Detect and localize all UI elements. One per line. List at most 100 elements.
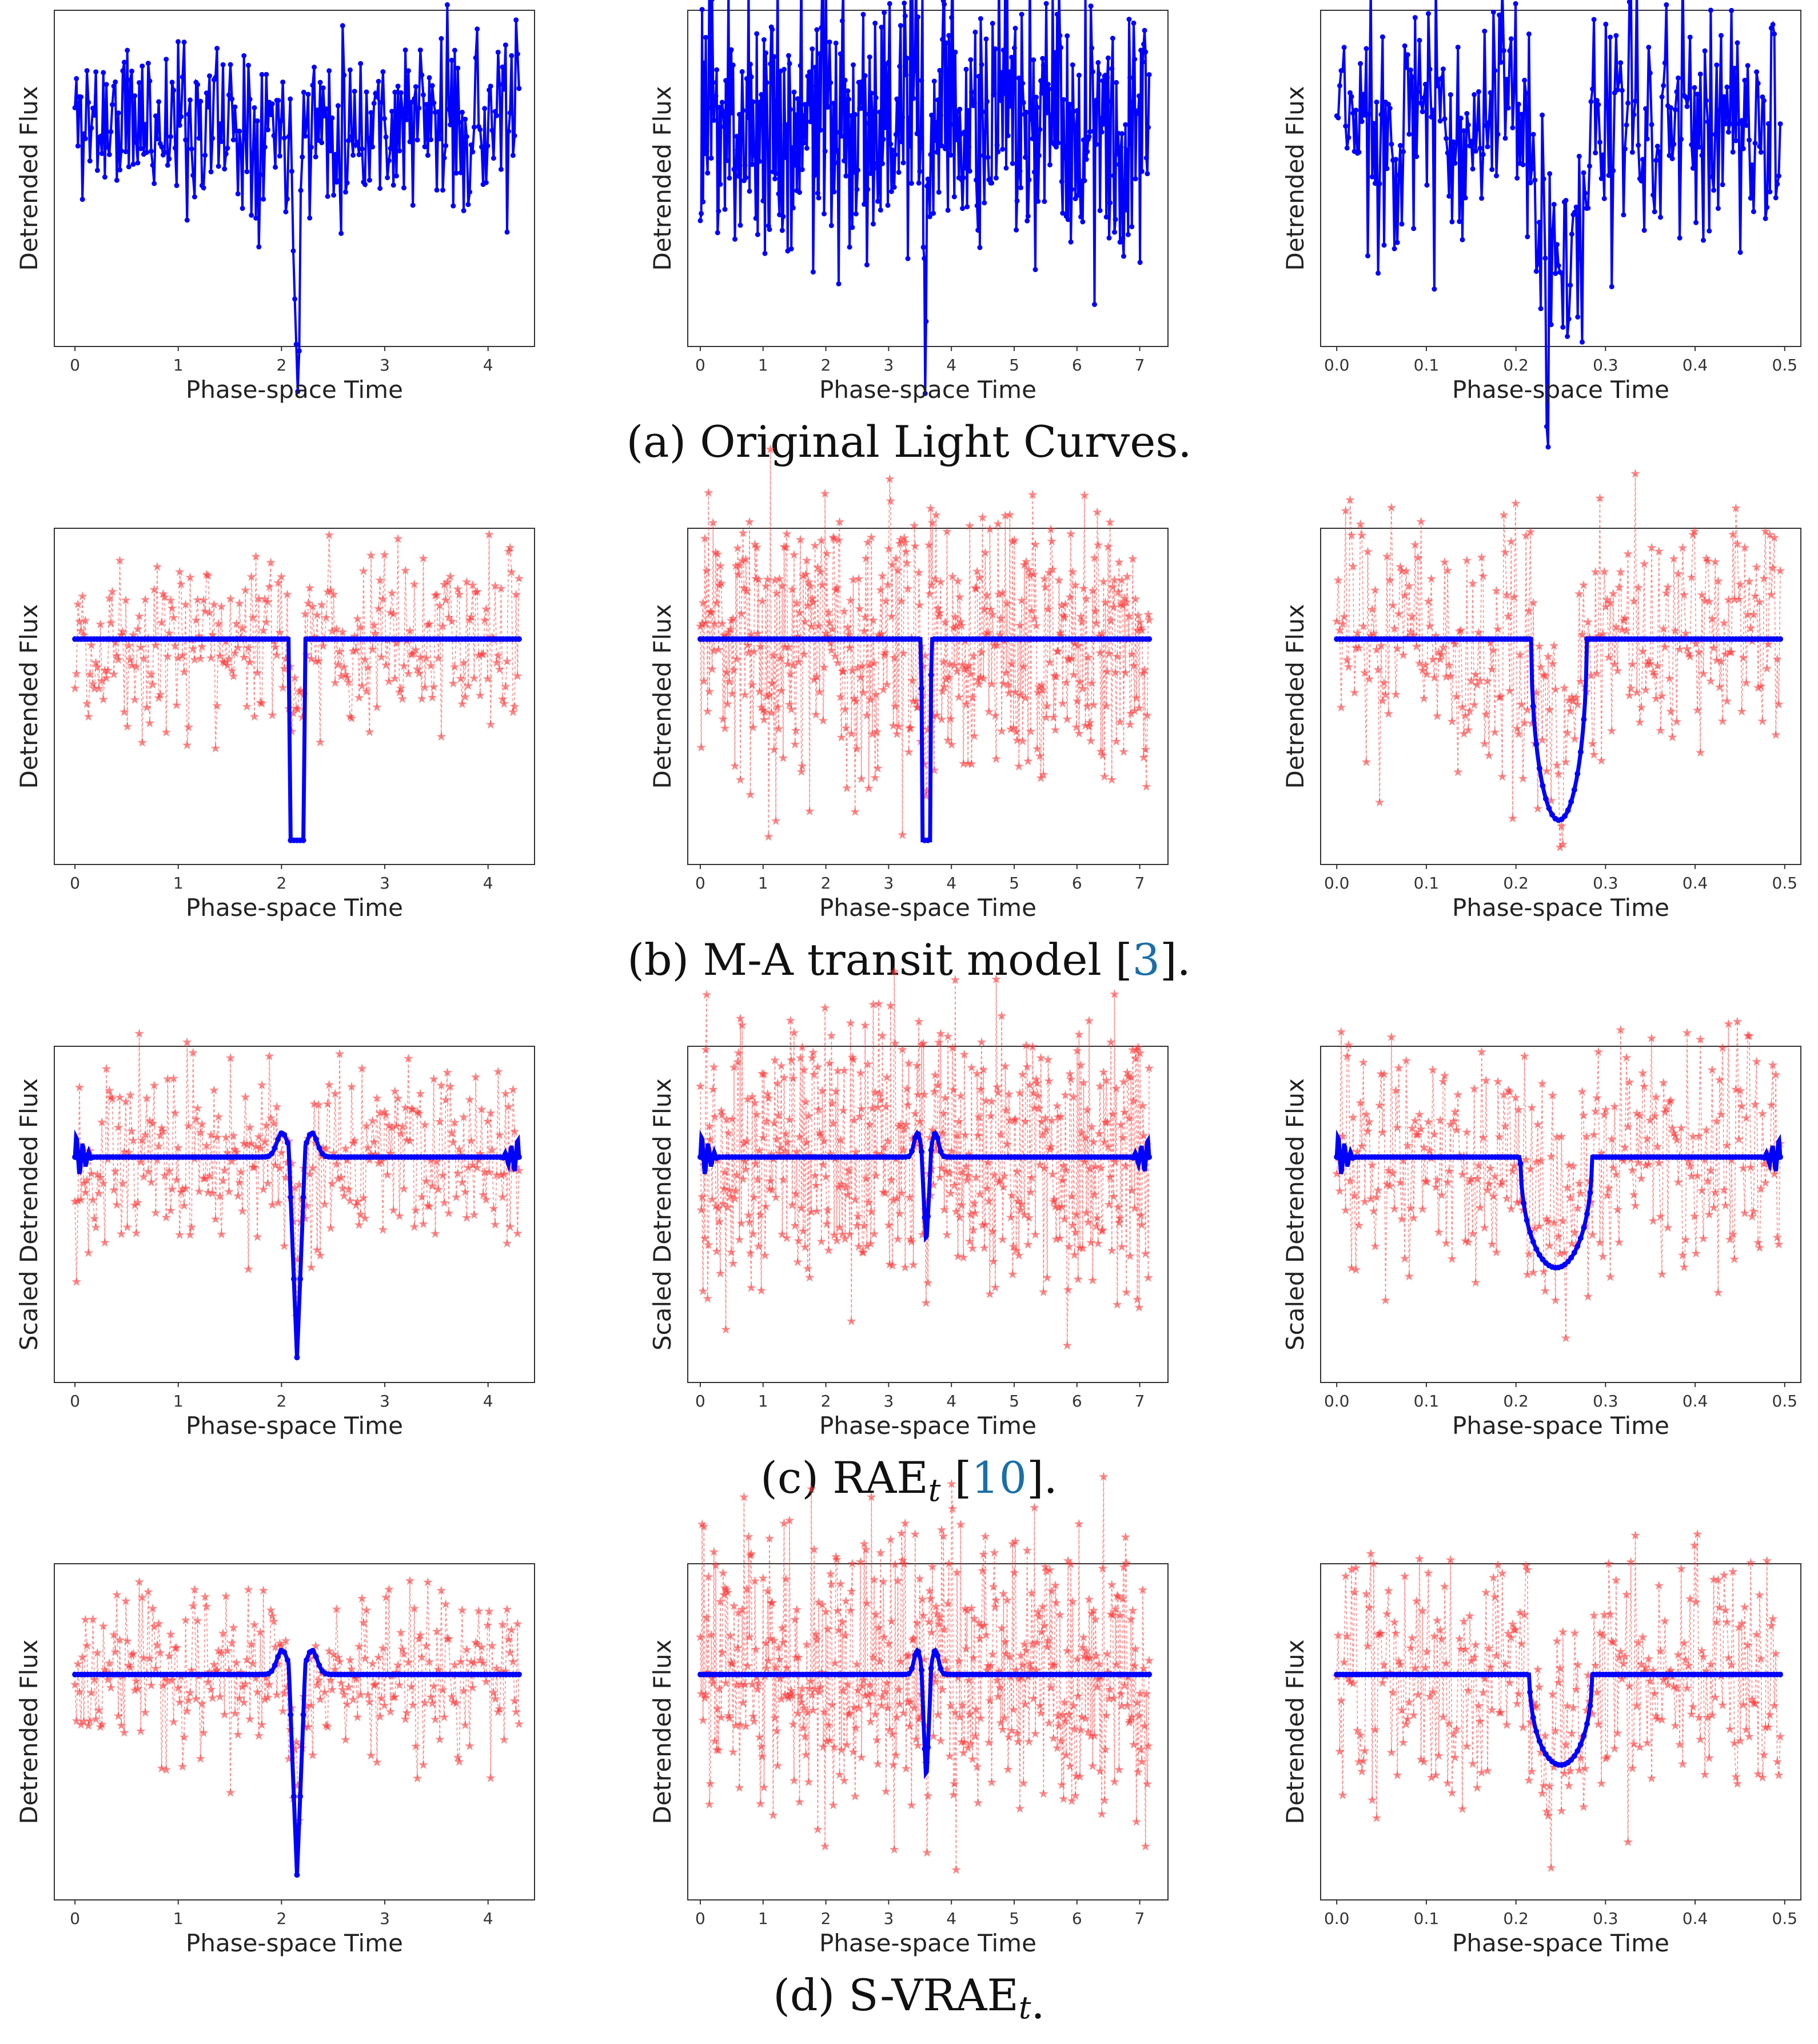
star-marker: ★: [1666, 731, 1678, 745]
star-marker: ★: [243, 1583, 254, 1597]
data-point: [382, 115, 387, 121]
star-marker: ★: [816, 533, 827, 548]
data-point: [1535, 261, 1541, 267]
star-marker: ★: [1026, 1171, 1038, 1185]
data-point: [1414, 154, 1420, 160]
data-point: [390, 182, 396, 188]
star-marker: ★: [1353, 1219, 1365, 1233]
data-point: [700, 199, 706, 205]
star-marker: ★: [882, 578, 894, 592]
star-marker: ★: [986, 678, 998, 692]
data-point: [933, 119, 939, 125]
star-marker: ★: [1653, 545, 1665, 559]
star-marker: ★: [1748, 608, 1760, 622]
star-marker: ★: [788, 1774, 800, 1788]
data-point: [875, 198, 880, 204]
data-point: [713, 93, 719, 99]
data-point: [516, 86, 522, 91]
star-marker: ★: [368, 619, 380, 633]
data-point: [1671, 141, 1677, 147]
star-marker: ★: [212, 699, 223, 714]
data-point: [1689, 142, 1695, 148]
data-point: [101, 70, 106, 75]
x-tick-label: 4: [483, 874, 493, 892]
data-point: [1763, 216, 1768, 221]
data-point: [431, 100, 437, 106]
data-point: [877, 109, 883, 115]
star-marker: ★: [767, 676, 778, 691]
x-tick-label: 0.0: [1324, 1392, 1350, 1411]
star-marker: ★: [791, 596, 803, 611]
x-tick-label: 3: [380, 1909, 390, 1928]
data-point: [926, 184, 932, 189]
data-point: [296, 348, 302, 354]
model-markers: [72, 636, 522, 843]
star-marker: ★: [800, 1748, 812, 1763]
x-tick-label: 7: [1135, 356, 1145, 374]
star-marker: ★: [846, 727, 857, 741]
star-marker: ★: [1105, 1035, 1117, 1050]
star-marker: ★: [814, 686, 826, 700]
star-marker: ★: [485, 1771, 496, 1786]
data-point: [343, 189, 348, 195]
data-point: [1646, 45, 1652, 50]
star-marker: ★: [790, 738, 801, 752]
data-point: [1123, 207, 1129, 213]
star-marker: ★: [1535, 1154, 1546, 1168]
data-point: [422, 144, 428, 150]
data-point: [1510, 125, 1516, 130]
star-marker: ★: [1638, 557, 1650, 571]
star-marker: ★: [202, 569, 214, 583]
x-tick-label: 1: [173, 356, 184, 374]
star-marker: ★: [107, 585, 118, 599]
data-point: [86, 99, 91, 105]
star-marker: ★: [697, 596, 709, 610]
data-point: [1105, 55, 1111, 61]
data-point: [954, 137, 959, 142]
star-marker: ★: [1076, 615, 1087, 629]
data-point: [748, 74, 754, 80]
data-point: [885, 202, 891, 208]
star-marker: ★: [352, 612, 364, 626]
data-point: [1469, 138, 1474, 144]
data-point: [1536, 765, 1542, 771]
data-point: [787, 61, 792, 66]
star-marker: ★: [197, 1697, 208, 1711]
star-marker: ★: [434, 599, 445, 613]
star-marker: ★: [737, 1696, 749, 1711]
star-marker: ★: [812, 560, 824, 575]
data-point: [154, 136, 160, 142]
data-point: [1754, 69, 1760, 75]
star-marker: ★: [503, 1100, 515, 1114]
data-point: [268, 112, 274, 117]
data-point: [797, 190, 802, 195]
data-point: [994, 175, 999, 181]
data-point: [1517, 1161, 1524, 1167]
data-point: [972, 29, 978, 35]
star-marker: ★: [90, 656, 102, 670]
data-point: [1474, 126, 1480, 132]
data-point: [750, 99, 756, 105]
data-point: [252, 105, 257, 110]
data-point: [770, 27, 775, 33]
star-marker: ★: [111, 1198, 123, 1212]
star-marker: ★: [765, 443, 776, 457]
data-point: [1444, 136, 1449, 141]
star-marker: ★: [1550, 1293, 1561, 1308]
star-marker: ★: [886, 609, 898, 624]
star-marker: ★: [328, 588, 340, 602]
star-marker: ★: [1627, 658, 1638, 672]
data-point: [1424, 182, 1430, 188]
data-point: [1381, 242, 1387, 248]
star-marker: ★: [410, 643, 422, 658]
star-marker: ★: [1652, 659, 1663, 673]
star-marker: ★: [882, 1071, 893, 1085]
data-point: [1544, 424, 1549, 429]
star-marker: ★: [1009, 533, 1020, 548]
star-marker: ★: [907, 674, 918, 688]
star-marker: ★: [974, 571, 986, 585]
x-tick-label: 3: [883, 1392, 894, 1411]
star-marker: ★: [695, 1630, 706, 1644]
star-marker: ★: [733, 1046, 744, 1061]
data-point: [1364, 46, 1369, 51]
